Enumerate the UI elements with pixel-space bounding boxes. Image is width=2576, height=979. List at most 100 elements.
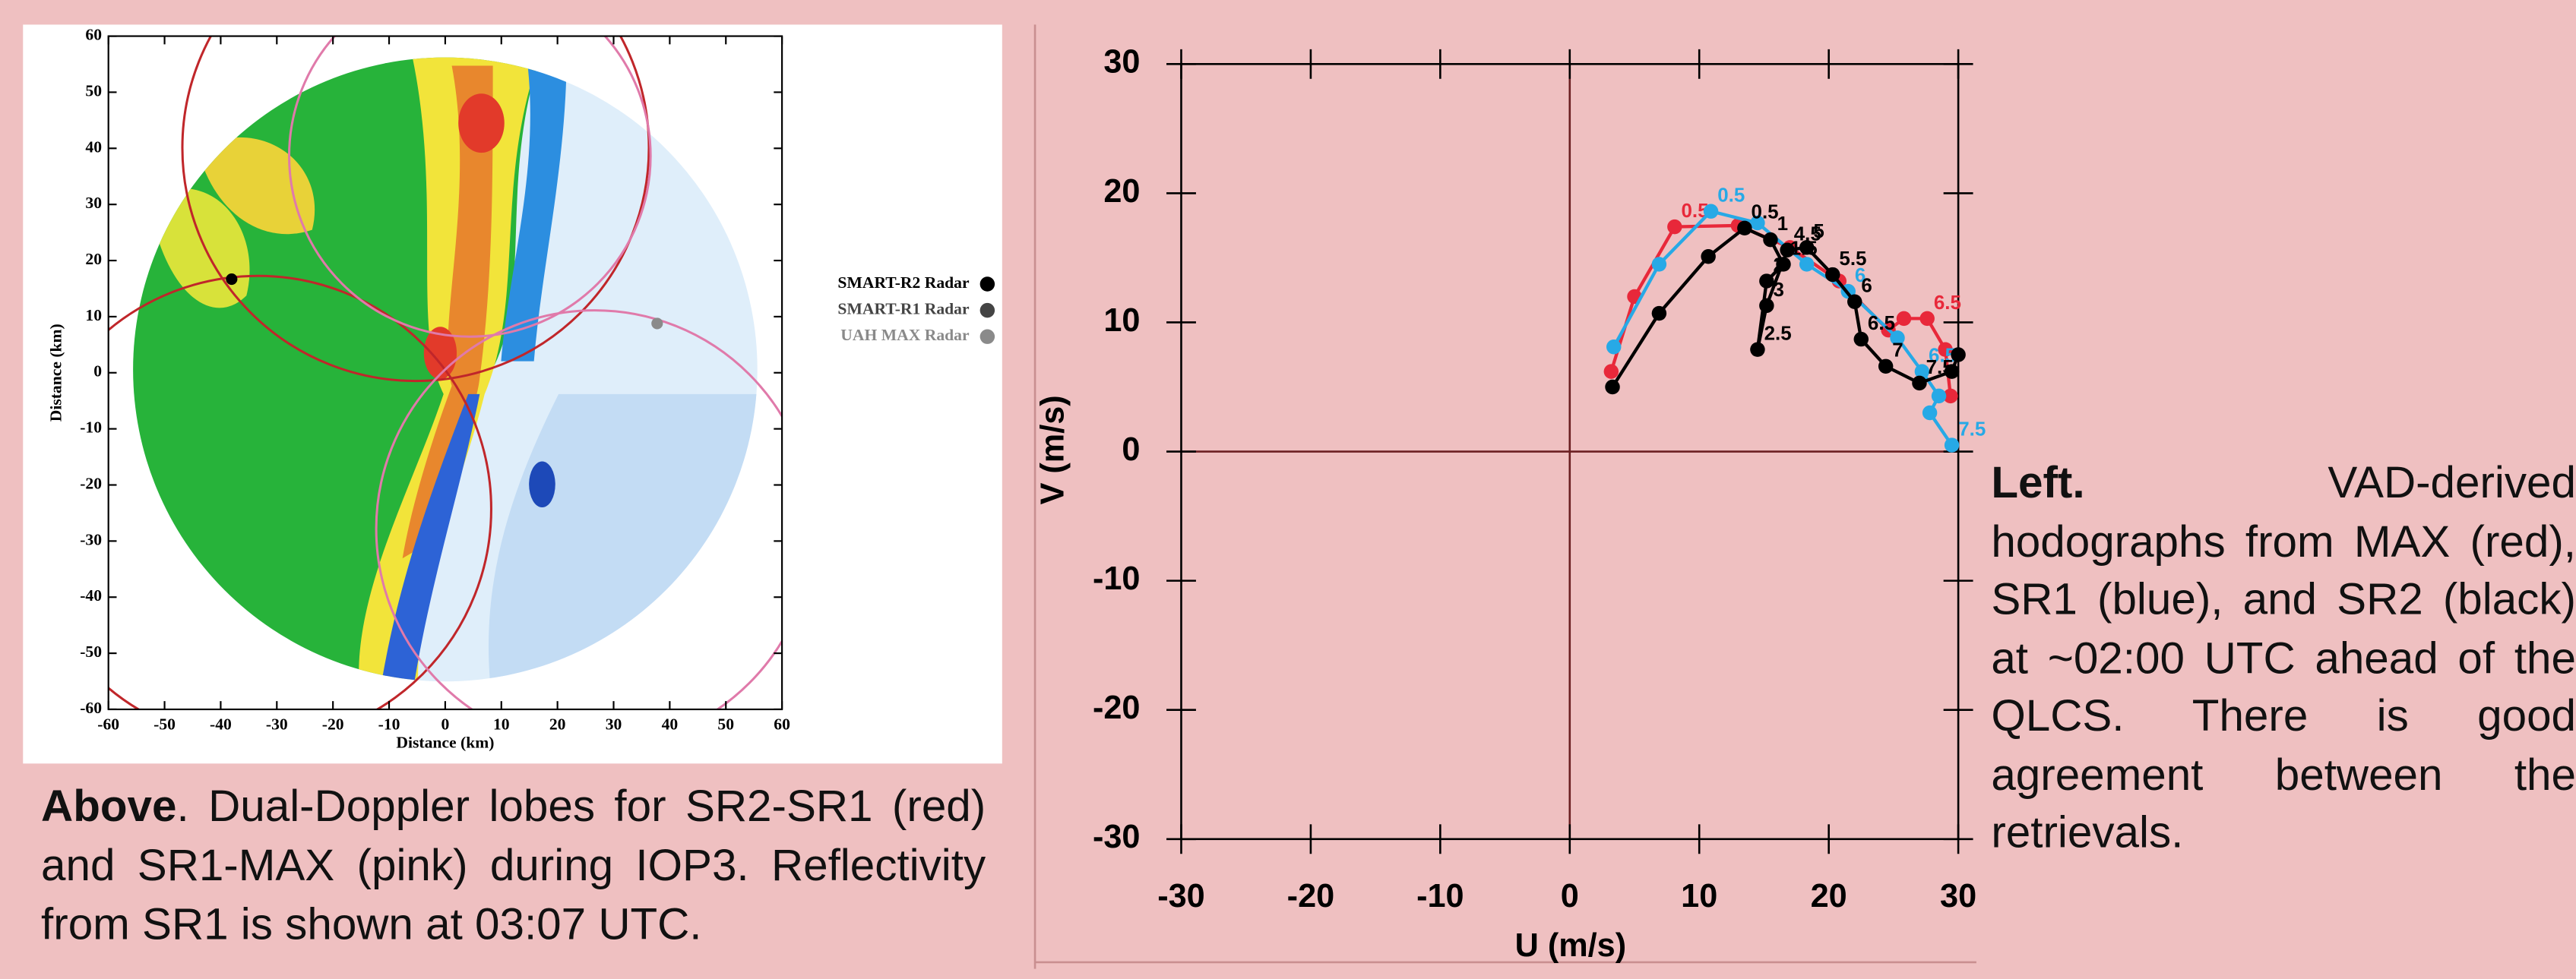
y-tick-label: -20	[80, 474, 102, 492]
height-label: 5.5	[1839, 248, 1866, 270]
height-marker	[1750, 342, 1765, 357]
y-tick-label: -30	[80, 530, 102, 548]
height-marker	[1938, 342, 1953, 357]
radar-site	[651, 317, 663, 330]
height-label: 0.5	[1681, 201, 1708, 222]
height-marker	[1701, 249, 1716, 264]
height-marker	[1750, 215, 1765, 231]
x-tick-label: -40	[210, 715, 232, 734]
height-marker	[1944, 364, 1960, 379]
height-label: 2.5	[1764, 324, 1792, 345]
height-marker	[1780, 242, 1795, 257]
height-marker	[1840, 283, 1856, 299]
caption-lead: Left.	[1991, 458, 2085, 508]
y-tick-label: -10	[1093, 561, 1140, 597]
height-label: 6.5	[1868, 313, 1895, 334]
x-tick-label: -60	[97, 715, 119, 734]
legend-label: SMART-R2 Radar	[837, 273, 970, 292]
y-tick-label: 0	[1122, 431, 1140, 468]
y-tick-label: 30	[1103, 44, 1140, 81]
y-tick-label: -20	[1093, 690, 1140, 726]
height-marker	[1737, 220, 1752, 236]
height-marker	[1951, 347, 1966, 362]
x-tick-label: 0	[1561, 878, 1579, 914]
y-tick-label: -60	[80, 699, 102, 717]
height-label: 1.5	[1790, 238, 1818, 259]
height-label: 4.5	[1794, 224, 1821, 245]
height-label: 0.5	[1752, 202, 1779, 223]
y-tick-label: 0	[93, 362, 102, 381]
height-marker	[1919, 311, 1935, 327]
height-marker	[1605, 379, 1620, 395]
y-axis-title: V (m/s)	[1034, 395, 1071, 504]
hodograph-line	[1612, 209, 1954, 447]
height-label: 3	[1773, 279, 1783, 301]
legend-label: UAH MAX Radar	[840, 326, 970, 344]
y-tick-label: 30	[85, 194, 102, 212]
caption-text: . Dual-Doppler lobes for SR2-SR1 (red) a…	[41, 782, 986, 949]
legend-marker	[979, 276, 995, 292]
x-tick-label: -20	[322, 715, 344, 734]
dual-doppler-lobes	[108, 36, 783, 709]
x-tick-label: 30	[606, 715, 622, 734]
y-tick-label: -40	[80, 586, 102, 605]
height-label: 6.5	[1934, 292, 1961, 314]
caption-lead: Above	[41, 782, 177, 831]
height-marker	[1944, 437, 1960, 453]
y-tick-label: -30	[1093, 819, 1140, 855]
x-tick-label: 10	[1681, 878, 1717, 914]
legend-label: SMART-R1 Radar	[837, 300, 970, 318]
height-marker	[1847, 294, 1862, 309]
x-tick-label: -10	[1416, 878, 1464, 914]
x-tick-label: -30	[1157, 878, 1204, 914]
height-marker	[1776, 257, 1791, 272]
y-tick-label: -50	[80, 643, 102, 661]
height-marker	[1759, 273, 1774, 289]
height-label: 1	[1777, 213, 1788, 235]
x-tick-label: -20	[1287, 878, 1334, 914]
height-marker	[1651, 305, 1667, 321]
left-caption: Above. Dual-Doppler lobes for SR2-SR1 (r…	[41, 777, 986, 954]
y-tick-label: 20	[1103, 173, 1140, 210]
x-tick-label: 60	[774, 715, 790, 734]
height-marker	[1759, 298, 1774, 314]
height-label: 2	[1773, 254, 1783, 276]
x-tick-label: -30	[266, 715, 288, 734]
x-tick-label: -10	[378, 715, 400, 734]
x-tick-label: 20	[549, 715, 566, 734]
height-marker	[1912, 375, 1927, 391]
legend-marker	[979, 302, 995, 318]
height-marker	[1703, 204, 1719, 219]
height-marker	[1831, 273, 1847, 289]
height-marker	[1730, 218, 1746, 233]
height-label: 6.5	[1929, 346, 1956, 367]
height-label: 6	[1855, 265, 1866, 286]
height-marker	[1881, 322, 1896, 338]
height-label: 7.5	[1926, 357, 1954, 378]
height-label: 6	[1861, 276, 1872, 297]
height-marker	[1799, 240, 1815, 255]
plot-frame	[1180, 63, 1960, 841]
height-marker	[1922, 405, 1938, 421]
height-marker	[1878, 358, 1894, 374]
caption-text: VAD-derived hodographs from MAX (red), S…	[1991, 458, 2576, 857]
hodograph-line	[1609, 223, 1953, 396]
right-caption: Left. VAD-derived hodographs from MAX (r…	[1991, 455, 2576, 863]
height-marker	[1853, 331, 1869, 347]
y-tick-label: 40	[85, 137, 102, 156]
x-tick-label: 0	[441, 715, 449, 734]
height-marker	[1825, 267, 1840, 283]
y-tick-label: -10	[80, 418, 102, 437]
y-tick-label: 10	[85, 306, 102, 324]
radar-site	[226, 273, 238, 286]
y-tick-label: 60	[85, 26, 102, 44]
height-marker	[1667, 219, 1682, 235]
height-marker	[1890, 330, 1905, 346]
height-marker	[1799, 257, 1815, 272]
x-tick-label: 30	[1940, 878, 1976, 914]
x-tick-label: 20	[1811, 878, 1847, 914]
x-axis-title: U (m/s)	[1515, 927, 1626, 964]
height-label: 7	[1892, 340, 1903, 362]
y-tick-label: 10	[1103, 302, 1140, 339]
height-marker	[1782, 240, 1798, 255]
